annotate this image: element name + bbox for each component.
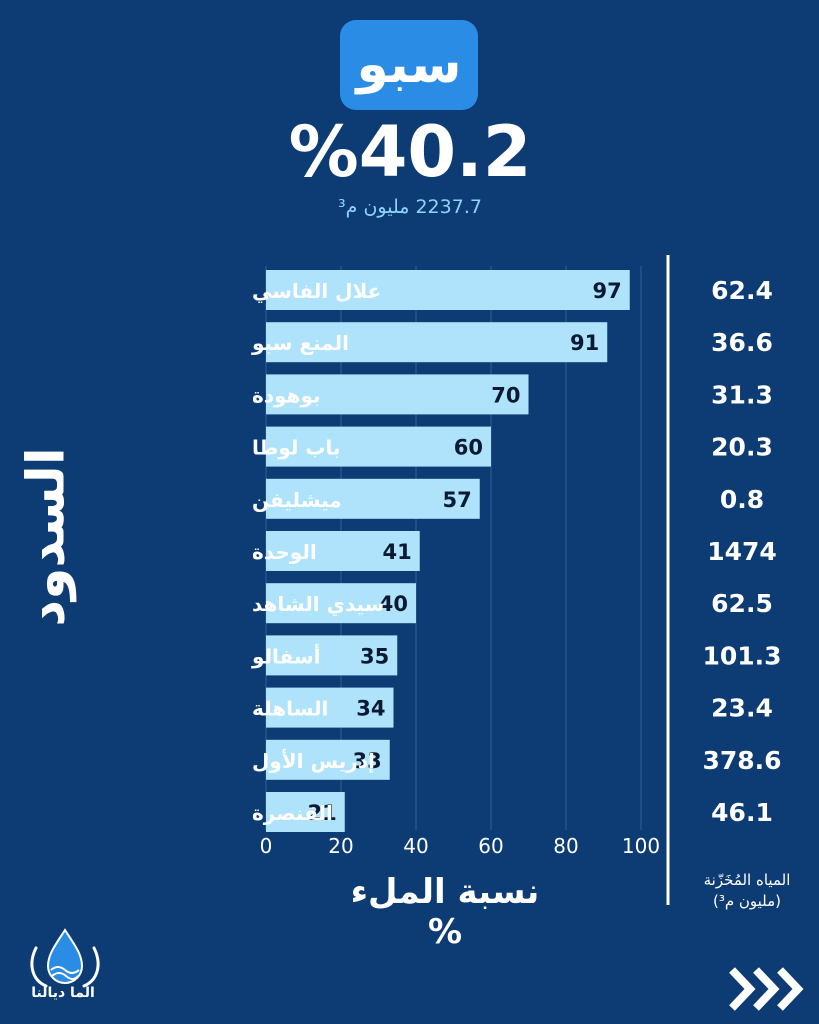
basin-fill-percent: %40.2 xyxy=(288,111,532,193)
bar xyxy=(266,322,608,363)
bar xyxy=(266,374,529,415)
bar-value-label: 91 xyxy=(570,331,599,355)
bar xyxy=(266,270,630,310)
basin-name-badge: سبو xyxy=(340,20,478,110)
category-label: الوحدة xyxy=(252,540,317,564)
stored-volume-value: 36.6 xyxy=(711,328,773,357)
bar xyxy=(266,635,398,676)
bar-value-label: 35 xyxy=(360,644,389,668)
bar xyxy=(266,687,394,728)
dams-side-title: السدود xyxy=(2,447,92,626)
dams-side-title-text: السدود xyxy=(17,447,77,627)
category-label: القنصرة xyxy=(252,801,333,825)
stored-volume-value: 62.5 xyxy=(711,589,773,618)
bar xyxy=(266,792,345,832)
water-drop-hands-icon xyxy=(30,928,100,988)
category-label: علال الفاسي xyxy=(252,279,381,304)
x-tick-label: 100 xyxy=(622,834,660,858)
bar-value-label: 41 xyxy=(383,540,412,564)
stored-volume-value: 23.4 xyxy=(711,694,773,723)
bar-value-label: 60 xyxy=(454,436,483,460)
x-tick-label: 60 xyxy=(478,834,503,858)
basin-stored-volume: 2237.7 مليون م³ xyxy=(338,196,482,218)
category-label: أسفالو xyxy=(251,642,320,668)
triple-chevron-right-icon[interactable] xyxy=(726,964,806,1014)
category-label: ميشليفن xyxy=(252,488,342,512)
stored-volume-header: المياه المُخَزّنة (مليون م³) xyxy=(703,871,791,910)
x-tick-label: 40 xyxy=(403,834,428,858)
category-label: بوهودة xyxy=(252,383,321,407)
bar-value-label: 21 xyxy=(308,801,337,825)
category-label: الساهلة xyxy=(252,697,328,721)
stored-volume-value: 31.3 xyxy=(711,380,773,409)
x-tick-label: 20 xyxy=(328,834,353,858)
bar xyxy=(266,583,416,624)
x-axis-label: نسبة الملء % xyxy=(350,872,540,952)
bar-value-label: 34 xyxy=(356,697,385,721)
stored-volume-value: 378.6 xyxy=(702,746,781,775)
x-tick-label: 0 xyxy=(260,834,273,858)
stored-volume-value: 0.8 xyxy=(720,485,764,514)
bar-value-label: 70 xyxy=(491,383,520,407)
stored-volume-value: 46.1 xyxy=(711,798,773,827)
stored-volume-value: 1474 xyxy=(707,537,777,566)
stored-volume-value: 20.3 xyxy=(711,433,773,462)
x-tick-label: 80 xyxy=(553,834,578,858)
category-label: سيدي الشاهد xyxy=(252,592,384,617)
logo-text: الما ديالنا xyxy=(31,985,95,1001)
category-label: المنع سبو xyxy=(251,331,349,355)
bar xyxy=(266,531,420,571)
bar-value-label: 57 xyxy=(443,488,472,512)
bar-value-label: 97 xyxy=(593,279,622,303)
bar-value-label: 33 xyxy=(353,749,382,773)
bar xyxy=(266,478,480,519)
category-label: إدريس الأول xyxy=(252,748,375,773)
stored-volume-value: 101.3 xyxy=(702,641,781,670)
stored-volume-value: 62.4 xyxy=(711,276,773,305)
bar xyxy=(266,426,491,467)
category-label: باب لوطا xyxy=(252,436,340,460)
bar xyxy=(266,739,390,780)
bar-value-label: 40 xyxy=(379,592,408,616)
